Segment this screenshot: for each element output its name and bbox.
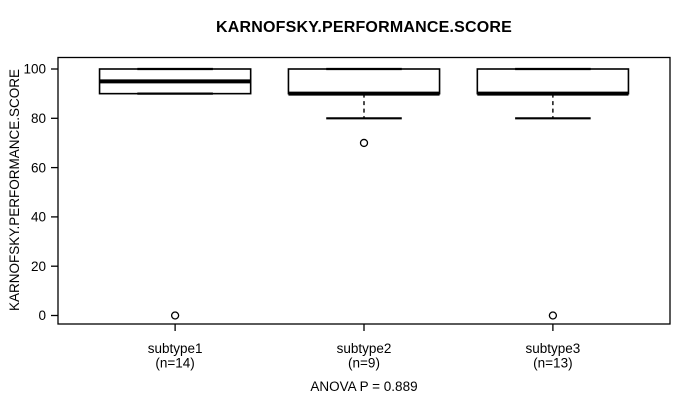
- outlier-point: [170, 311, 180, 320]
- x-group-label: subtype1: [148, 341, 203, 356]
- x-group-sublabel: (n=13): [533, 356, 572, 371]
- outlier-point: [359, 138, 369, 148]
- x-group-label: subtype2: [337, 341, 392, 356]
- box: [476, 68, 630, 95]
- y-tick-label: 100: [23, 62, 46, 77]
- y-tick-label: 40: [31, 210, 46, 225]
- y-tick-label: 0: [38, 308, 46, 323]
- x-group-sublabel: (n=14): [155, 356, 194, 371]
- box: [287, 68, 441, 95]
- x-group-sublabel: (n=9): [348, 356, 380, 371]
- chart-title: KARNOFSKY.PERFORMANCE.SCORE: [215, 19, 513, 36]
- x-group-label: subtype3: [525, 341, 580, 356]
- y-tick-label: 20: [31, 259, 46, 274]
- y-tick-label: 60: [31, 160, 46, 175]
- anova-annotation: ANOVA P = 0.889: [310, 379, 418, 394]
- outlier-point: [548, 311, 558, 320]
- y-tick-label: 80: [31, 111, 46, 126]
